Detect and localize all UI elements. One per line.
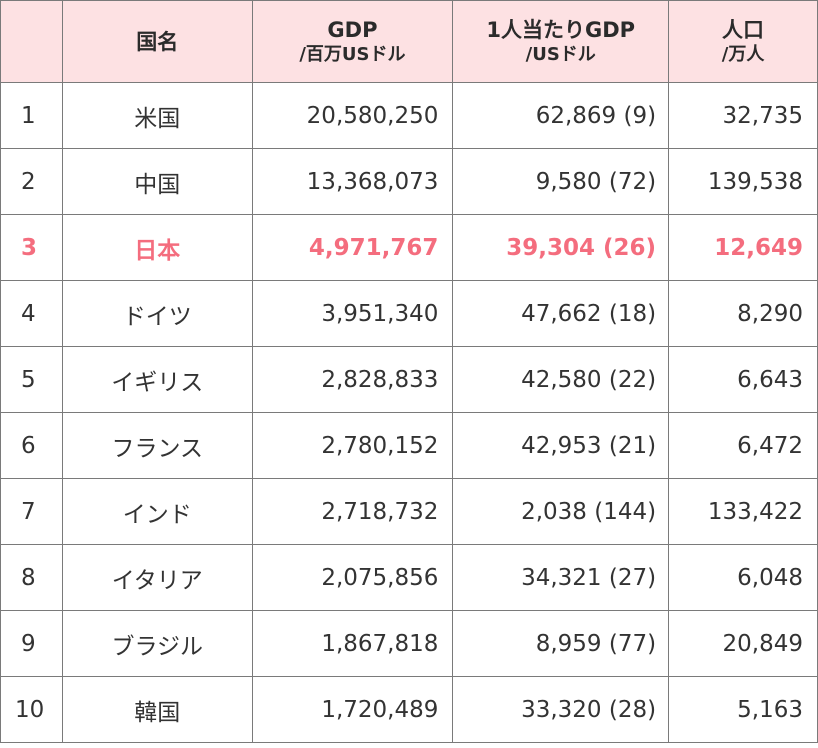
- cell-per-capita: 2,038 (144): [452, 478, 670, 545]
- cell-rank: 10: [0, 676, 63, 743]
- header-gdp-title: GDP: [327, 17, 378, 42]
- table-row: 1 米国 20,580,250 62,869 (9) 32,735: [0, 82, 818, 149]
- cell-rank: 1: [0, 82, 63, 149]
- header-rank: [0, 0, 63, 83]
- cell-population: 12,649: [668, 214, 818, 281]
- cell-gdp: 2,075,856: [251, 544, 454, 611]
- header-per-capita-gdp: 1人当たりGDP /USドル: [452, 0, 670, 83]
- cell-rank: 7: [0, 478, 63, 545]
- cell-gdp: 2,828,833: [251, 346, 454, 413]
- cell-population: 5,163: [668, 676, 818, 743]
- header-country-name-label: 国名: [136, 29, 179, 54]
- header-country-name: 国名: [61, 0, 253, 83]
- cell-country: 韓国: [61, 676, 253, 743]
- cell-per-capita: 39,304 (26): [452, 214, 670, 281]
- cell-per-capita: 34,321 (27): [452, 544, 670, 611]
- cell-gdp: 2,780,152: [251, 412, 454, 479]
- cell-population: 139,538: [668, 148, 818, 215]
- header-per-capita-title: 1人当たりGDP: [486, 17, 636, 42]
- table-row: 5 イギリス 2,828,833 42,580 (22) 6,643: [0, 346, 818, 413]
- cell-country: ドイツ: [61, 280, 253, 347]
- header-population: 人口 /万人: [668, 0, 818, 83]
- cell-per-capita: 33,320 (28): [452, 676, 670, 743]
- cell-country: イタリア: [61, 544, 253, 611]
- cell-country: インド: [61, 478, 253, 545]
- cell-per-capita: 47,662 (18): [452, 280, 670, 347]
- cell-gdp: 2,718,732: [251, 478, 454, 545]
- cell-rank: 9: [0, 610, 63, 677]
- cell-population: 6,048: [668, 544, 818, 611]
- cell-per-capita: 62,869 (9): [452, 82, 670, 149]
- table-row: 8 イタリア 2,075,856 34,321 (27) 6,048: [0, 544, 818, 611]
- cell-gdp: 4,971,767: [251, 214, 454, 281]
- cell-country: 米国: [61, 82, 253, 149]
- cell-gdp: 20,580,250: [251, 82, 454, 149]
- table-row: 6 フランス 2,780,152 42,953 (21) 6,472: [0, 412, 818, 479]
- cell-country: 日本: [61, 214, 253, 281]
- header-population-unit: /万人: [721, 43, 765, 65]
- cell-country: 中国: [61, 148, 253, 215]
- table-row: 10 韓国 1,720,489 33,320 (28) 5,163: [0, 676, 818, 743]
- cell-population: 20,849: [668, 610, 818, 677]
- table-header-row: 国名 GDP /百万USドル 1人当たりGDP /USドル 人口 /万人: [0, 0, 818, 83]
- cell-rank: 5: [0, 346, 63, 413]
- cell-per-capita: 8,959 (77): [452, 610, 670, 677]
- cell-population: 32,735: [668, 82, 818, 149]
- header-per-capita-unit: /USドル: [525, 43, 596, 65]
- cell-gdp: 1,867,818: [251, 610, 454, 677]
- cell-country: フランス: [61, 412, 253, 479]
- cell-gdp: 1,720,489: [251, 676, 454, 743]
- cell-country: ブラジル: [61, 610, 253, 677]
- cell-per-capita: 42,580 (22): [452, 346, 670, 413]
- table-row-highlighted: 3 日本 4,971,767 39,304 (26) 12,649: [0, 214, 818, 281]
- cell-per-capita: 9,580 (72): [452, 148, 670, 215]
- cell-country: イギリス: [61, 346, 253, 413]
- cell-gdp: 13,368,073: [251, 148, 454, 215]
- cell-rank: 3: [0, 214, 63, 281]
- cell-population: 6,643: [668, 346, 818, 413]
- cell-population: 8,290: [668, 280, 818, 347]
- table-row: 9 ブラジル 1,867,818 8,959 (77) 20,849: [0, 610, 818, 677]
- cell-population: 133,422: [668, 478, 818, 545]
- header-gdp: GDP /百万USドル: [251, 0, 454, 83]
- header-gdp-unit: /百万USドル: [299, 43, 406, 65]
- cell-rank: 8: [0, 544, 63, 611]
- table-row: 2 中国 13,368,073 9,580 (72) 139,538: [0, 148, 818, 215]
- cell-rank: 6: [0, 412, 63, 479]
- cell-per-capita: 42,953 (21): [452, 412, 670, 479]
- cell-population: 6,472: [668, 412, 818, 479]
- table-row: 7 インド 2,718,732 2,038 (144) 133,422: [0, 478, 818, 545]
- cell-gdp: 3,951,340: [251, 280, 454, 347]
- table-row: 4 ドイツ 3,951,340 47,662 (18) 8,290: [0, 280, 818, 347]
- cell-rank: 2: [0, 148, 63, 215]
- header-population-title: 人口: [722, 17, 765, 42]
- cell-rank: 4: [0, 280, 63, 347]
